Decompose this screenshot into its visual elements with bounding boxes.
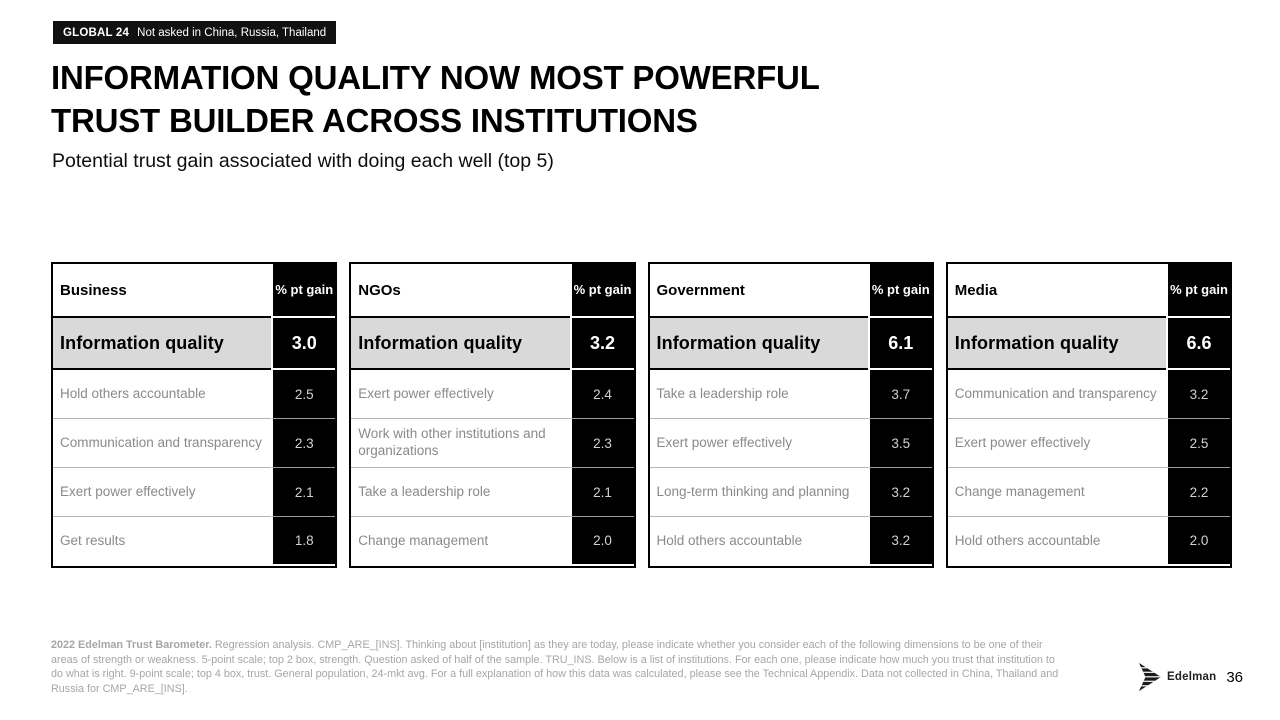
trust-builder-label: Exert power effectively xyxy=(947,419,1166,468)
trust-builder-label: Change management xyxy=(947,468,1166,517)
trust-gain-value: 3.2 xyxy=(867,468,932,517)
trust-builder-row: Information quality 6.1 xyxy=(649,318,932,370)
slide-title: INFORMATION QUALITY NOW MOST POWERFUL TRU… xyxy=(51,56,1001,142)
institution-table-media: Media% pt gain Information quality 6.6 Comm… xyxy=(945,262,1232,568)
trust-builder-row: Information quality 6.6 xyxy=(947,318,1230,370)
trust-gain-value: 6.1 xyxy=(867,318,932,370)
trust-gain-value: 2.3 xyxy=(271,419,336,468)
trust-gain-value: 3.7 xyxy=(867,370,932,419)
trust-builder-label: Information quality xyxy=(649,318,868,370)
value-column-header: % pt gain xyxy=(1166,264,1230,318)
trust-builder-label: Long-term thinking and planning xyxy=(649,468,868,517)
badge-global-label: GLOBAL 24 xyxy=(63,26,130,39)
trust-builder-row: Communication and transparency 3.2 xyxy=(947,370,1230,419)
value-column-header: % pt gain xyxy=(271,264,336,318)
trust-builder-label: Get results xyxy=(60,533,126,549)
table-header-row: Business% pt gain xyxy=(53,264,336,318)
trust-builder-row: Long-term thinking and planning 3.2 xyxy=(649,468,932,517)
edelman-logo-text: Edelman xyxy=(1167,671,1217,683)
institution-table-government: Government% pt gain Information quality 6.… xyxy=(647,262,934,568)
trust-builder-label: Information quality xyxy=(351,318,570,370)
table-header-row: Government% pt gain xyxy=(649,264,932,318)
trust-builder-label: Work with other institutions and organiz… xyxy=(351,419,570,468)
badge-note: Not asked in China, Russia, Thailand xyxy=(137,26,327,39)
trust-builder-row: Exert power effectively 2.4 xyxy=(351,370,634,419)
slide-subtitle: Potential trust gain associated with doi… xyxy=(52,150,554,172)
trust-builder-label: Communication and transparency xyxy=(947,370,1166,419)
table-header-row: NGOs% pt gain xyxy=(351,264,634,318)
tables-row: Business% pt gain Information quality 3.0 H… xyxy=(51,262,1232,568)
value-column-header: % pt gain xyxy=(569,264,634,318)
trust-builder-row: Information quality 3.0 xyxy=(53,318,336,370)
trust-builder-row: Take a leadership role 3.7 xyxy=(649,370,932,419)
value-column-header: % pt gain xyxy=(867,264,932,318)
institution-title: Business xyxy=(53,264,272,318)
trust-gain-value: 3.2 xyxy=(569,318,634,370)
trust-gain-value: 3.2 xyxy=(867,517,932,566)
trust-gain-value: 3.0 xyxy=(271,318,336,370)
institution-title: Media xyxy=(947,264,1166,318)
trust-gain-value: 2.0 xyxy=(569,517,634,566)
trust-builder-row: Exert power effectively 2.5 xyxy=(947,419,1230,468)
trust-gain-value: 6.6 xyxy=(1166,318,1230,370)
trust-builder-label: Information quality xyxy=(947,318,1166,370)
trust-gain-value: 2.3 xyxy=(569,419,634,468)
trust-gain-value: 2.2 xyxy=(1166,468,1230,517)
trust-builder-row: Take a leadership role 2.1 xyxy=(351,468,634,517)
trust-builder-row: Hold others accountable 3.2 xyxy=(650,517,932,566)
trust-builder-label: Hold others accountable xyxy=(656,533,803,549)
trust-builder-label: Information quality xyxy=(53,318,272,370)
global-badge: GLOBAL 24 Not asked in China, Russia, Th… xyxy=(53,21,337,44)
trust-gain-value: 3.5 xyxy=(867,419,932,468)
trust-builder-label: Take a leadership role xyxy=(649,370,868,419)
trust-builder-row: Communication and transparency 2.3 xyxy=(53,419,336,468)
trust-builder-label: Exert power effectively xyxy=(351,370,570,419)
trust-gain-value: 1.8 xyxy=(271,517,336,566)
trust-builder-label: Take a leadership role xyxy=(351,468,570,517)
institution-table-ngos: NGOs% pt gain Information quality 3.2 Exert… xyxy=(349,262,636,568)
trust-builder-label: Change management xyxy=(358,533,489,549)
trust-builder-label: Exert power effectively xyxy=(53,468,272,517)
trust-gain-value: 2.4 xyxy=(569,370,634,419)
trust-builder-label: Communication and transparency xyxy=(53,419,272,468)
trust-gain-value: 2.1 xyxy=(569,468,634,517)
institution-title: NGOs xyxy=(351,264,570,318)
footnote-text: Regression analysis. CMP_ARE_[INS]. Thin… xyxy=(51,639,1059,696)
trust-builder-row: Exert power effectively 3.5 xyxy=(649,419,932,468)
trust-builder-row: Information quality 3.2 xyxy=(351,318,634,370)
institution-title: Government xyxy=(649,264,868,318)
trust-gain-value: 2.5 xyxy=(1166,419,1230,468)
trust-builder-row: Hold others accountable 2.5 xyxy=(53,370,336,419)
trust-builder-row: Get results 1.8 xyxy=(53,517,336,566)
institution-table-business: Business% pt gain Information quality 3.0 H… xyxy=(51,262,338,568)
trust-gain-value: 2.5 xyxy=(271,370,336,419)
trust-builder-label: Hold others accountable xyxy=(954,533,1101,549)
footnote-source: 2022 Edelman Trust Barometer. xyxy=(51,639,212,651)
trust-builder-row: Exert power effectively 2.1 xyxy=(53,468,336,517)
trust-builder-row: Change management 2.2 xyxy=(947,468,1230,517)
page-number: 36 xyxy=(1226,668,1244,686)
slide-title-line1: INFORMATION QUALITY NOW MOST POWERFUL xyxy=(51,59,820,96)
trust-builder-row: Work with other institutions and organiz… xyxy=(351,419,634,468)
slide-title-line2: TRUST BUILDER ACROSS INSTITUTIONS xyxy=(51,102,698,140)
table-header-row: Media% pt gain xyxy=(947,264,1230,318)
trust-builder-row: Hold others accountable 2.0 xyxy=(948,517,1230,566)
trust-builder-label: Hold others accountable xyxy=(53,370,272,419)
footnote: 2022 Edelman Trust Barometer. Regression… xyxy=(51,638,1067,697)
logo-block: Edelman 36 xyxy=(1138,662,1243,692)
trust-gain-value: 2.0 xyxy=(1166,517,1230,566)
edelman-logo-icon xyxy=(1138,662,1162,692)
trust-gain-value: 3.2 xyxy=(1166,370,1230,419)
trust-builder-row: Change management 2.0 xyxy=(351,517,634,566)
trust-builder-label: Exert power effectively xyxy=(649,419,868,468)
trust-gain-value: 2.1 xyxy=(271,468,336,517)
